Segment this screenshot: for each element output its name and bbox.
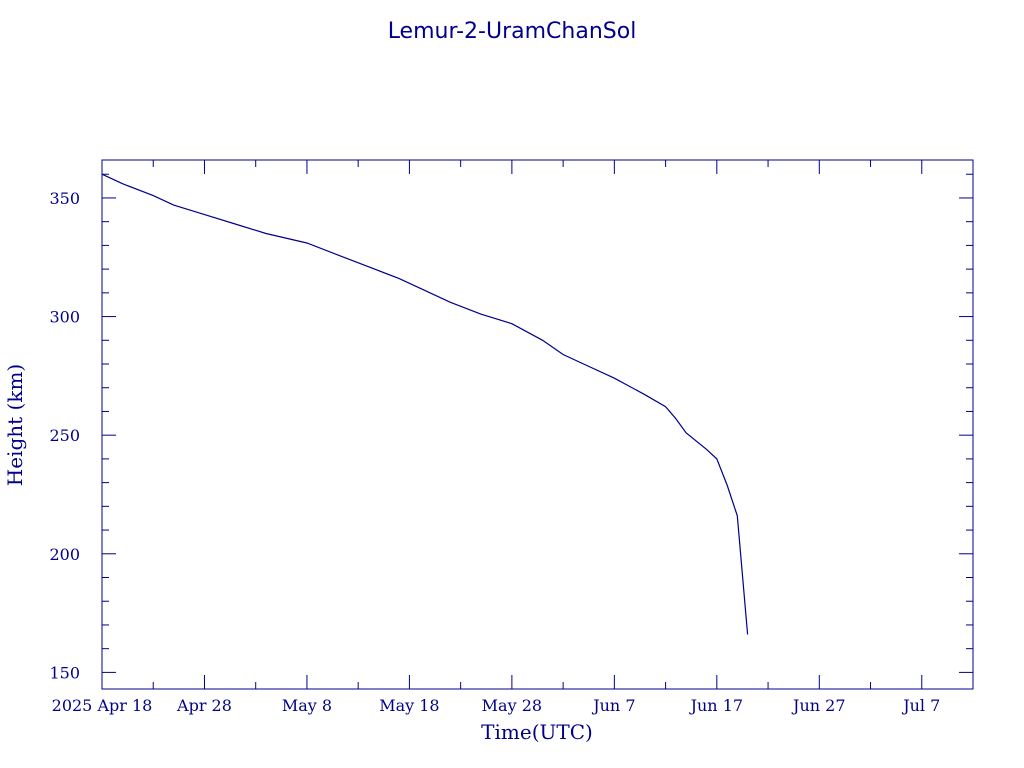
x-tick-label: May 28 [482,696,542,715]
y-axis-label: Height (km) [3,364,27,486]
y-tick-label: 150 [49,663,80,682]
x-tick-label: Jun 17 [689,696,743,715]
y-tick-label: 200 [49,545,80,564]
y-axis: 150 200 250 300 350 [49,173,973,682]
x-tick-label: 2025 Apr 18 [52,696,153,715]
series-line-height [101,173,749,635]
x-axis: 2025 Apr 18 Apr 28 May 8 May 18 May 28 Jun 7 J… [52,160,974,715]
y-tick-label: 300 [49,308,80,327]
y-tick-label: 350 [49,189,80,208]
x-tick-label: Jun 7 [591,696,635,715]
x-axis-label: Time(UTC) [481,720,593,744]
x-tick-label: Jun 27 [791,696,845,715]
plot-frame [101,159,974,690]
chart-title: Lemur-2-UramChanSol [388,19,637,44]
x-tick-label: Apr 28 [176,696,232,715]
y-tick-label: 250 [49,426,80,445]
x-tick-label: Jul 7 [901,696,940,715]
x-tick-label: May 8 [282,696,332,715]
x-tick-label: May 18 [379,696,439,715]
